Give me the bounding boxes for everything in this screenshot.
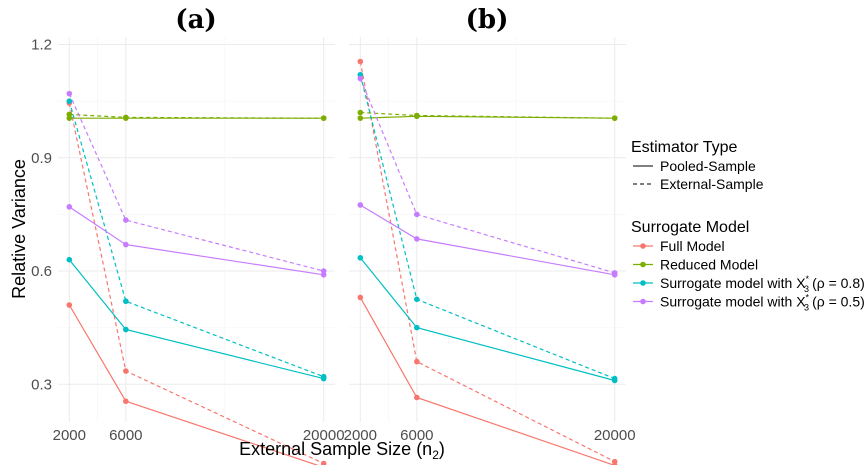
legend-model-label: Surrogate model with X* 3 (ρ = 0.5): [660, 293, 865, 313]
legend-model-label-rho: (ρ = 0.8): [812, 275, 865, 291]
y-tick-label: 0.3: [31, 376, 52, 393]
legend: Estimator Type Pooled-Sample External-Sam…: [631, 139, 865, 313]
legend-model-label-text: Surrogate model with: [660, 294, 796, 310]
data-point: [123, 326, 129, 333]
legend-model-label-text: Surrogate model with: [660, 275, 796, 291]
legend-color-key-point: [640, 298, 646, 305]
panel-b-gridlines: [349, 37, 626, 422]
legend-model-label-sub: 3: [804, 284, 809, 294]
legend-model-label: Full Model: [660, 238, 725, 254]
data-point: [123, 241, 129, 248]
panel-a-title: (a): [175, 5, 216, 35]
data-point: [357, 58, 364, 65]
panel-b-background: [349, 37, 626, 422]
legend-model-label-sup: *: [806, 274, 810, 284]
x-tick-label: 6000: [109, 427, 142, 444]
data-point: [414, 112, 420, 119]
legend-estimator-title: Estimator Type: [631, 139, 738, 156]
data-point: [414, 358, 420, 365]
x-tick-label: 20000: [594, 427, 636, 444]
panel-a: (a): [58, 5, 335, 465]
panel-a-series: [66, 90, 327, 465]
legend-color-key-point: [640, 243, 646, 249]
data-point: [123, 368, 129, 374]
panel-a-gridlines: [58, 37, 335, 422]
legend-model-title: Surrogate Model: [631, 219, 749, 236]
x-tick-label: 20000: [303, 427, 345, 444]
y-tick-label: 0.6: [31, 263, 52, 280]
data-point: [357, 75, 364, 82]
data-point: [611, 375, 618, 382]
data-point: [357, 109, 364, 116]
legend-model-label-sup: *: [806, 293, 810, 303]
data-point: [123, 114, 129, 121]
data-point: [320, 115, 327, 121]
data-point: [414, 236, 420, 242]
legend-model-label-sub: 3: [804, 303, 809, 313]
legend-model-label-rho: (ρ = 0.5): [812, 294, 865, 310]
x-tick-label: 2000: [344, 427, 377, 444]
series-line: [68, 93, 324, 272]
legend-model-label-var: X: [796, 275, 806, 291]
data-point: [66, 111, 73, 118]
data-point: [320, 268, 327, 274]
data-point: [320, 460, 327, 465]
data-point: [320, 373, 327, 380]
data-point: [414, 324, 420, 331]
data-point: [611, 458, 618, 465]
data-point: [123, 217, 129, 223]
y-axis: 0.3 0.6 0.9 1.2: [31, 37, 52, 394]
x-axis-title-subscript: 2: [432, 448, 439, 462]
data-point: [414, 296, 420, 303]
data-point: [66, 256, 73, 263]
data-point: [66, 90, 73, 97]
x-tick-label: 2000: [53, 427, 86, 444]
y-tick-label: 1.2: [31, 37, 52, 54]
panel-b: (b): [349, 5, 626, 465]
data-point: [414, 394, 420, 401]
legend-model-label: Reduced Model: [660, 257, 758, 273]
x-axis-title-close: ): [439, 439, 445, 459]
legend-estimator-items: Pooled-Sample External-Sample: [633, 158, 764, 192]
series-line: [359, 61, 615, 463]
data-point: [611, 115, 618, 121]
panel-a-background: [58, 37, 335, 422]
data-point: [66, 98, 73, 104]
legend-color-key-point: [640, 280, 646, 286]
legend-estimator-label: Pooled-Sample: [660, 158, 756, 174]
x-axis-title: External Sample Size (n2): [239, 439, 445, 462]
data-point: [357, 202, 364, 208]
x-axis: 2000 6000 20000 2000 6000 20000: [53, 427, 636, 444]
data-point: [611, 270, 618, 276]
x-tick-label: 6000: [400, 427, 433, 444]
panel-b-title: (b): [466, 5, 509, 35]
data-point: [66, 204, 73, 210]
data-point: [357, 255, 364, 261]
data-point: [123, 398, 129, 405]
legend-color-key-point: [640, 261, 646, 268]
y-tick-label: 0.9: [31, 150, 52, 167]
x-axis-title-main: External Sample Size (n: [239, 439, 432, 459]
data-point: [357, 115, 364, 121]
data-point: [357, 294, 364, 301]
data-point: [123, 298, 129, 305]
y-axis-title: Relative Variance: [9, 159, 29, 299]
panel-b-series: [357, 58, 618, 465]
data-point: [414, 211, 420, 218]
legend-model-label: Surrogate model with X* 3 (ρ = 0.8): [660, 274, 865, 294]
legend-model-label-var: X: [796, 294, 806, 310]
data-point: [66, 302, 73, 308]
legend-estimator-label: External-Sample: [660, 176, 764, 192]
